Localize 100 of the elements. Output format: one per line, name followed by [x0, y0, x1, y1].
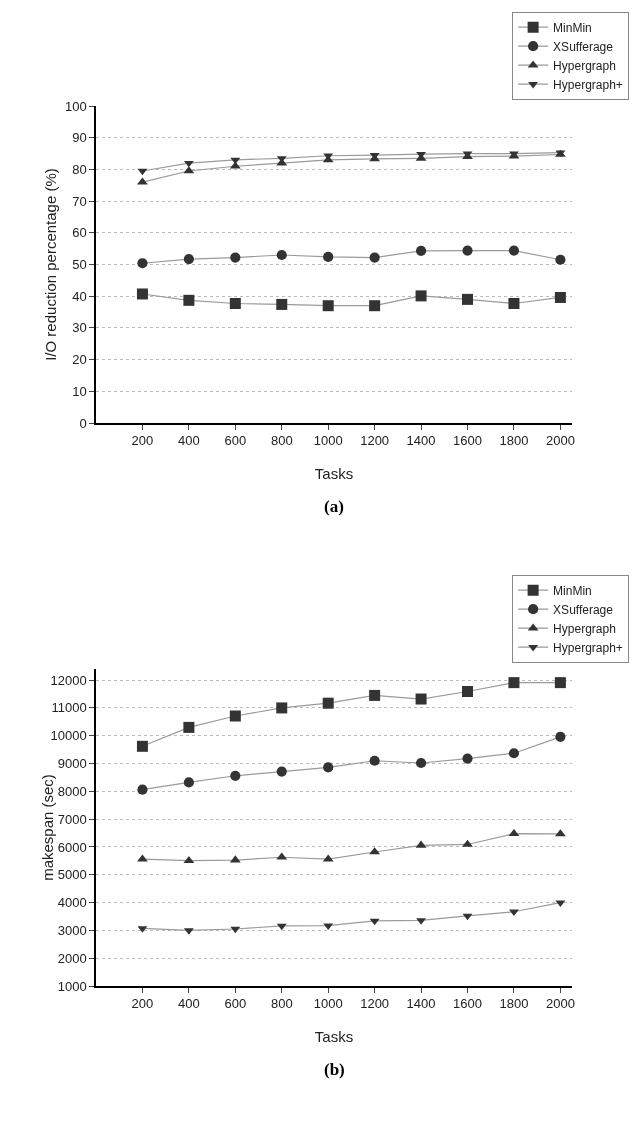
text: (a): [324, 497, 344, 516]
x-tick-label: 1600: [453, 433, 482, 449]
point: [369, 918, 380, 926]
point: [462, 293, 474, 305]
text: (b): [324, 1060, 345, 1079]
x-tick-label: 1000: [313, 433, 343, 449]
y-tick-label: 30: [72, 320, 87, 336]
point: [137, 258, 148, 269]
y-tick-label: 4000: [57, 895, 87, 911]
y-tick-label: 2000: [57, 950, 87, 966]
point: [136, 288, 148, 300]
point: [415, 290, 427, 302]
point: [183, 160, 194, 168]
point: [554, 677, 566, 689]
point: [137, 168, 148, 176]
point: [462, 839, 473, 847]
point: [229, 710, 241, 722]
point: [276, 923, 287, 931]
point: [136, 740, 148, 752]
point: [322, 300, 334, 312]
x-tick-label: 400: [178, 996, 200, 1012]
point: [183, 721, 195, 733]
legend-label: Hypergraph: [553, 58, 616, 73]
y-tick-label: 9000: [57, 756, 87, 772]
x-tick-label: 1400: [406, 433, 436, 449]
point: [554, 291, 566, 303]
point: [508, 245, 520, 256]
x-tick-label: 1800: [499, 996, 529, 1012]
legend-label: MinMin: [553, 583, 592, 598]
point: [229, 297, 241, 309]
x-tick-label: 2000: [545, 996, 575, 1012]
point: [323, 251, 334, 262]
point: [183, 777, 194, 788]
point: [230, 252, 241, 263]
legend-label: MinMin: [553, 20, 592, 35]
point: [462, 245, 473, 256]
legend-label: Hypergraph: [553, 621, 616, 636]
y-tick-label: 5000: [57, 867, 87, 883]
point: [369, 689, 381, 701]
x-tick-label: 1400: [406, 996, 436, 1012]
point: [555, 731, 566, 742]
x-tick-label: 200: [131, 996, 154, 1012]
y-tick-label: 3000: [57, 922, 87, 938]
x-tick-label: 400: [178, 433, 200, 449]
point: [230, 770, 241, 781]
point: [230, 926, 241, 934]
x-tick-label: 800: [270, 433, 293, 449]
y-tick-label: 20: [72, 352, 87, 368]
point: [415, 245, 427, 256]
y-tick-label: 12000: [50, 672, 87, 688]
point: [462, 913, 473, 921]
y-tick-label: 7000: [57, 811, 87, 827]
point: [276, 702, 288, 714]
point: [183, 254, 194, 265]
x-axis-title: Tasks: [314, 464, 354, 482]
point: [276, 766, 287, 777]
point: [508, 677, 520, 689]
point: [323, 762, 334, 773]
y-tick-label: 50: [72, 257, 87, 273]
x-tick-label: 600: [224, 996, 247, 1012]
x-tick-label: 1200: [360, 433, 390, 449]
point: [462, 686, 474, 698]
point: [415, 757, 427, 769]
y-tick-label: 1000: [57, 978, 87, 994]
point: [508, 297, 520, 309]
y-tick-label: 70: [72, 193, 87, 209]
point: [369, 755, 380, 766]
legend-label: XSufferage: [553, 39, 614, 54]
y-tick-label: 60: [72, 225, 87, 241]
y-tick-label: 100: [64, 98, 87, 114]
x-tick-label: 800: [270, 996, 293, 1012]
point: [555, 254, 566, 265]
x-tick-label: 600: [224, 433, 247, 449]
point: [462, 753, 473, 764]
x-tick-label: 1800: [499, 433, 529, 449]
point: [322, 697, 334, 709]
x-tick-label: 1600: [453, 996, 482, 1012]
point: [183, 294, 195, 306]
x-tick-label: 1000: [313, 996, 343, 1012]
y-tick-label: 10000: [50, 728, 87, 744]
point: [276, 249, 287, 261]
x-axis-title: Tasks: [314, 1027, 354, 1045]
point: [276, 298, 288, 310]
point: [137, 784, 148, 795]
legend-label: Hypergraph+: [553, 640, 623, 655]
x-tick-label: 200: [131, 433, 154, 449]
x-tick-label: 2000: [545, 433, 575, 449]
y-tick-label: 0: [79, 415, 87, 431]
legend-label: XSufferage: [553, 602, 614, 617]
point: [508, 748, 520, 759]
y-tick-label: 11000: [51, 700, 87, 716]
y-tick-label: 80: [72, 161, 87, 177]
point: [369, 252, 380, 263]
y-tick-label: 90: [72, 130, 87, 146]
point: [137, 854, 148, 862]
y-tick-label: 6000: [57, 839, 87, 855]
y-tick-label: 40: [72, 288, 87, 304]
y-axis-title: I/O reduction percentage (%): [41, 168, 59, 361]
y-axis-title: makespan (sec): [38, 774, 56, 881]
legend-label: Hypergraph+: [553, 77, 623, 92]
